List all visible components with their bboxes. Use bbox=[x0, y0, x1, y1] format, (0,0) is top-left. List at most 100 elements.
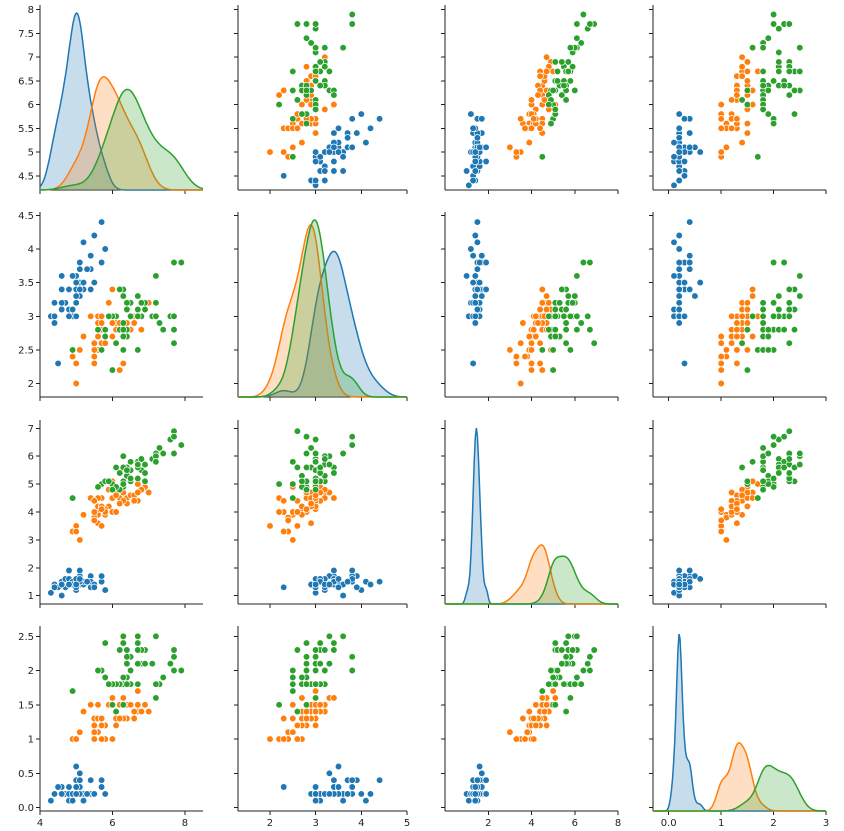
y-tick-label: 6 bbox=[28, 452, 34, 463]
scatter-point-series-2 bbox=[785, 455, 793, 463]
scatter-point-series-2 bbox=[785, 67, 793, 76]
scatter-point-series-2 bbox=[275, 480, 283, 488]
scatter-point-series-0 bbox=[675, 580, 683, 589]
scatter-point-series-2 bbox=[152, 272, 160, 280]
scatter-point-series-0 bbox=[339, 797, 347, 805]
scatter-point-series-2 bbox=[545, 312, 553, 320]
scatter-point-series-2 bbox=[123, 466, 131, 474]
scatter-point-series-0 bbox=[691, 292, 699, 300]
scatter-point-series-2 bbox=[134, 639, 142, 647]
scatter-point-series-1 bbox=[527, 339, 536, 347]
scatter-point-series-0 bbox=[50, 312, 59, 320]
scatter-point-series-2 bbox=[289, 86, 297, 95]
scatter-point-series-2 bbox=[112, 463, 120, 472]
scatter-point-series-2 bbox=[112, 707, 120, 716]
scatter-point-series-2 bbox=[126, 666, 135, 675]
scatter-point-series-2 bbox=[796, 44, 804, 52]
scatter-point-series-2 bbox=[177, 258, 185, 267]
x-tick-label: 3 bbox=[823, 818, 829, 829]
scatter-point-series-1 bbox=[748, 285, 757, 294]
scatter-point-series-2 bbox=[584, 312, 592, 320]
scatter-point-series-0 bbox=[83, 578, 91, 586]
scatter-point-series-1 bbox=[108, 694, 117, 702]
scatter-point-series-0 bbox=[696, 148, 704, 156]
kde-fill-series-1 bbox=[238, 224, 407, 397]
scatter-point-series-2 bbox=[170, 646, 178, 654]
scatter-point-series-0 bbox=[475, 762, 484, 771]
scatter-point-series-2 bbox=[316, 660, 324, 668]
scatter-point-series-2 bbox=[302, 433, 311, 441]
scatter-point-series-2 bbox=[754, 494, 762, 502]
scatter-point-series-0 bbox=[311, 783, 320, 791]
scatter-point-series-2 bbox=[562, 96, 570, 104]
scatter-point-series-2 bbox=[325, 632, 334, 640]
x-tick-label: 4 bbox=[37, 818, 43, 829]
scatter-point-series-1 bbox=[727, 96, 736, 104]
scatter-point-series-2 bbox=[311, 435, 320, 444]
scatter-point-series-1 bbox=[722, 346, 731, 354]
scatter-point-series-2 bbox=[549, 346, 557, 354]
y-tick-label: 2.5 bbox=[18, 345, 34, 356]
x-tick-label: 3 bbox=[312, 818, 318, 829]
x-tick-label: 0.0 bbox=[661, 818, 677, 829]
scatter-point-series-0 bbox=[76, 769, 84, 777]
scatter-point-series-1 bbox=[733, 332, 741, 341]
scatter-point-series-1 bbox=[506, 143, 514, 151]
scatter-point-series-1 bbox=[519, 714, 527, 723]
scatter-point-series-0 bbox=[330, 776, 338, 784]
scatter-point-series-0 bbox=[79, 797, 88, 805]
scatter-point-series-0 bbox=[675, 305, 683, 314]
scatter-point-series-1 bbox=[97, 522, 106, 530]
scatter-point-series-1 bbox=[536, 339, 544, 347]
scatter-point-series-2 bbox=[68, 687, 77, 695]
scatter-point-series-0 bbox=[72, 299, 80, 307]
scatter-point-series-2 bbox=[759, 486, 767, 494]
scatter-point-series-1 bbox=[551, 694, 559, 702]
x-tick-label: 4 bbox=[358, 818, 364, 829]
scatter-point-series-0 bbox=[680, 157, 689, 166]
y-tick-label: 7 bbox=[28, 53, 34, 64]
scatter-point-series-2 bbox=[302, 701, 311, 709]
scatter-point-series-0 bbox=[366, 790, 375, 798]
scatter-point-series-2 bbox=[769, 10, 778, 19]
scatter-point-series-0 bbox=[482, 157, 490, 166]
scatter-point-series-0 bbox=[47, 797, 55, 805]
scatter-point-series-1 bbox=[134, 701, 142, 709]
scatter-point-series-1 bbox=[738, 138, 746, 147]
scatter-point-series-2 bbox=[316, 58, 324, 66]
scatter-point-series-2 bbox=[298, 477, 306, 485]
scatter-point-series-0 bbox=[471, 148, 479, 156]
scatter-point-series-0 bbox=[97, 258, 106, 267]
scatter-point-series-1 bbox=[727, 339, 736, 347]
kde-fill-series-2 bbox=[653, 765, 826, 811]
scatter-point-series-1 bbox=[542, 721, 551, 730]
scatter-point-series-1 bbox=[87, 701, 95, 709]
scatter-point-series-1 bbox=[134, 687, 142, 695]
scatter-point-series-2 bbox=[119, 632, 127, 640]
scatter-point-series-2 bbox=[560, 81, 568, 90]
scatter-point-series-1 bbox=[105, 299, 113, 307]
scatter-point-series-0 bbox=[330, 167, 338, 175]
scatter-point-series-1 bbox=[743, 119, 752, 128]
scatter-point-series-0 bbox=[473, 285, 482, 294]
scatter-point-series-1 bbox=[311, 687, 320, 695]
scatter-point-series-2 bbox=[562, 319, 570, 327]
scatter-point-series-0 bbox=[65, 312, 73, 320]
scatter-point-series-0 bbox=[72, 292, 80, 300]
scatter-point-series-2 bbox=[311, 449, 320, 458]
scatter-point-series-1 bbox=[523, 728, 531, 736]
scatter-point-series-2 bbox=[769, 20, 778, 28]
scatter-point-series-0 bbox=[482, 285, 490, 294]
scatter-point-series-0 bbox=[330, 566, 338, 575]
kde-line-series-2 bbox=[238, 219, 407, 398]
y-tick-label: 5 bbox=[28, 148, 34, 159]
scatter-point-series-2 bbox=[177, 666, 185, 675]
scatter-point-series-1 bbox=[112, 508, 120, 516]
scatter-point-series-2 bbox=[571, 680, 579, 688]
scatter-point-series-2 bbox=[796, 460, 804, 469]
kde-fill-series-2 bbox=[238, 220, 407, 397]
scatter-point-series-2 bbox=[790, 86, 799, 95]
scatter-point-series-1 bbox=[112, 721, 120, 730]
scatter-point-series-1 bbox=[743, 67, 752, 76]
scatter-point-series-1 bbox=[108, 332, 117, 341]
